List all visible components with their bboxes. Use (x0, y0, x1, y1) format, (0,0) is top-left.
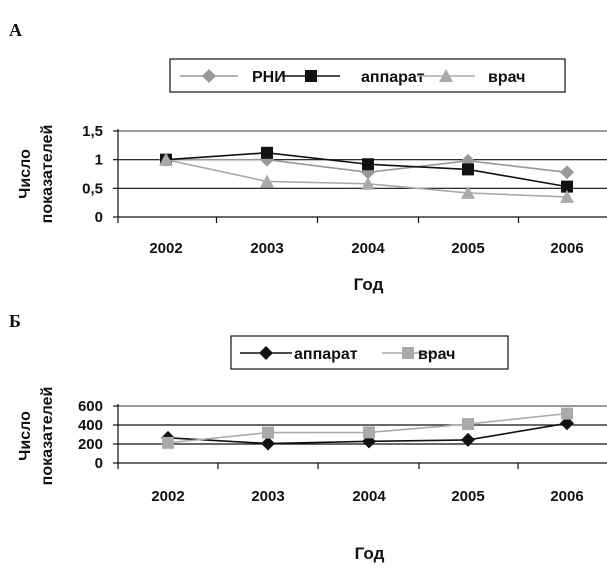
legend-label: аппарат (294, 346, 358, 363)
y-tick-label: 600 (78, 398, 103, 415)
x-tick-label: 2002 (151, 488, 184, 505)
legend-label: аппарат (361, 69, 425, 86)
y-tick-label: 400 (78, 417, 103, 434)
legend-marker (439, 69, 453, 82)
x-tick-label: 2006 (550, 488, 583, 505)
legend-marker (402, 347, 414, 359)
panel-a: А 0 0,5 1 1,5 2002 2003 2004 2005 2006 Год Число пок… (9, 20, 607, 294)
data-point (561, 407, 573, 420)
series-2 (162, 407, 573, 449)
x-tick-label: 2005 (451, 240, 484, 257)
series-3 (159, 152, 574, 203)
x-axis-label: Год (355, 544, 385, 563)
data-point (560, 189, 574, 203)
data-point (461, 432, 475, 447)
legend-label: РНИ (252, 69, 286, 86)
panel-letter: Б (9, 311, 21, 331)
data-point (261, 146, 273, 159)
data-point (363, 426, 375, 439)
data-point (561, 180, 573, 193)
x-tick-label: 2006 (550, 240, 583, 257)
y-tick-label: 0 (95, 209, 103, 226)
data-point (260, 174, 274, 188)
y-tick-label: 200 (78, 436, 103, 453)
legend-marker (202, 69, 216, 83)
data-point (462, 163, 474, 176)
legend-label: врач (418, 346, 455, 363)
y-tick-label: 1,5 (82, 123, 103, 140)
data-point (461, 185, 475, 199)
y-axis-label: показателей (39, 125, 56, 224)
x-tick-label: 2005 (451, 488, 484, 505)
legend-label: врач (488, 69, 525, 86)
y-axis-label: Число (17, 149, 34, 199)
legend: РНИ аппарат врач (169, 58, 566, 93)
x-tick-label: 2002 (149, 240, 182, 257)
data-point (262, 426, 274, 439)
data-point (159, 152, 173, 166)
data-point (261, 436, 275, 451)
x-tick-label: 2003 (251, 488, 284, 505)
x-tick-label: 2004 (351, 240, 385, 257)
data-point (462, 418, 474, 431)
y-axis-label: показателей (39, 387, 56, 486)
panel-letter: А (9, 20, 22, 40)
y-axis-label: Число (17, 411, 34, 461)
legend-marker (259, 346, 273, 360)
data-point (560, 416, 574, 431)
legend: аппарат врач (230, 335, 509, 370)
x-axis-label: Год (354, 275, 384, 294)
y-tick-label: 1 (95, 152, 103, 169)
y-tick-label: 0,5 (82, 180, 103, 197)
legend-marker (305, 70, 317, 82)
panel-b: Б 0 200 400 600 2002 2003 2004 2005 2006 Год Число п… (9, 311, 607, 563)
data-point (162, 436, 174, 449)
x-tick-label: 2004 (352, 488, 386, 505)
data-point (362, 158, 374, 171)
y-tick-label: 0 (95, 455, 103, 472)
data-point (361, 176, 375, 190)
data-point (560, 165, 574, 180)
x-tick-label: 2003 (250, 240, 283, 257)
